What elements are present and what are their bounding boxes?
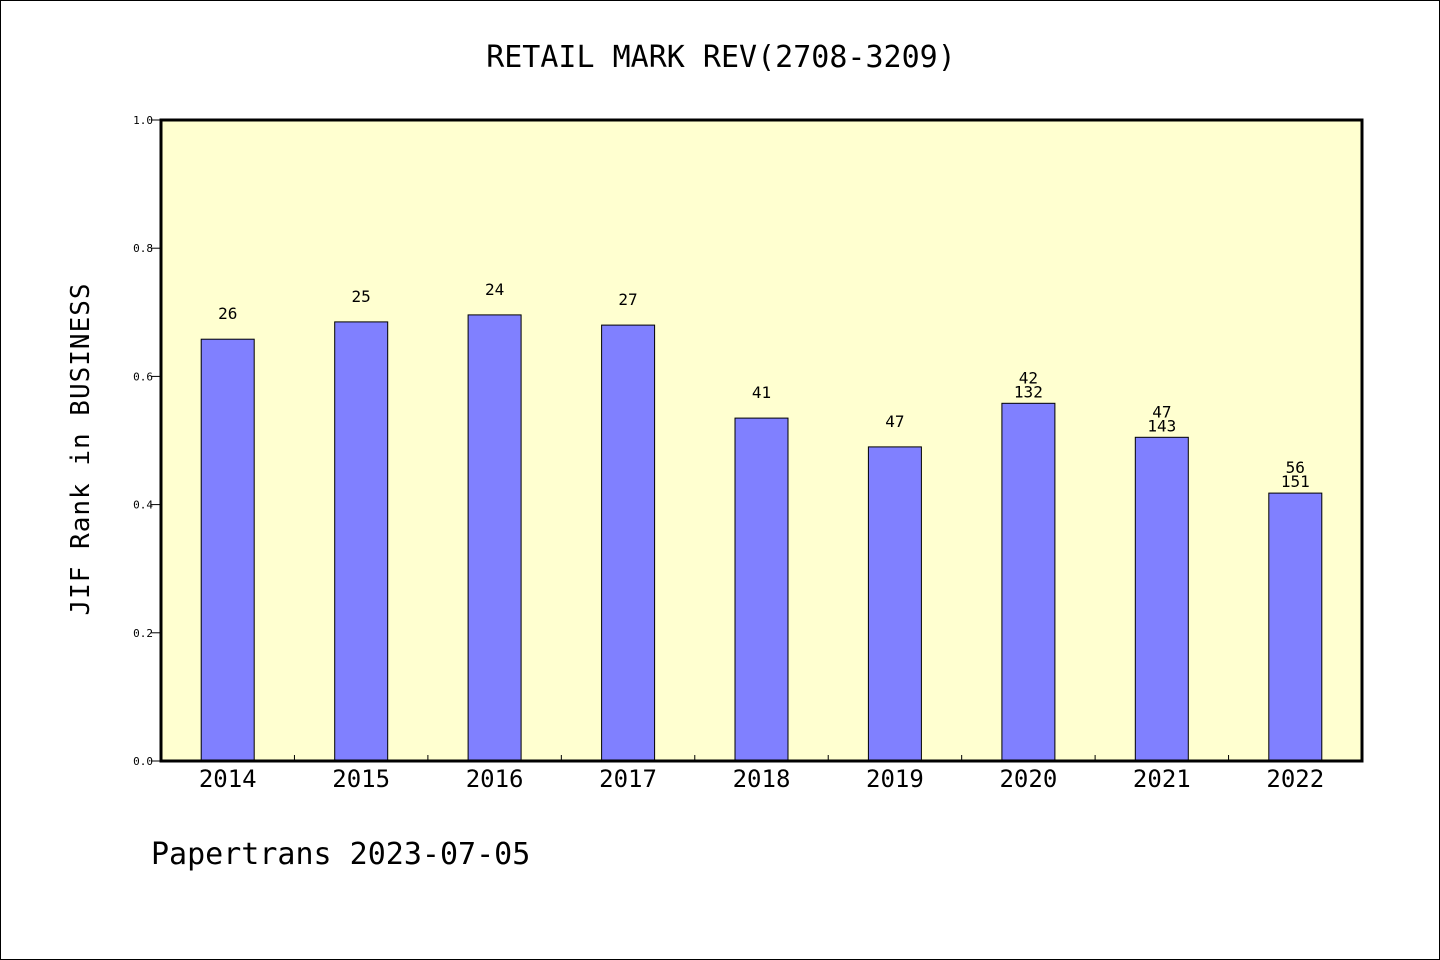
data-label: 42 <box>1019 368 1038 387</box>
bar-2022 <box>1268 492 1323 762</box>
bar-2016 <box>467 314 522 762</box>
x-tick-label: 2018 <box>733 765 791 793</box>
bar-2017 <box>601 324 656 762</box>
y-tick-label: 0.0 <box>133 755 153 768</box>
bar-2020 <box>1001 402 1056 762</box>
x-tick-label: 2021 <box>1133 765 1191 793</box>
y-tick-label: 0.4 <box>133 499 153 512</box>
x-tick-label: 2022 <box>1266 765 1324 793</box>
data-label-secondary: 132 <box>1014 382 1043 401</box>
bars-layer <box>200 314 1323 762</box>
data-label: 56 <box>1286 458 1305 477</box>
x-tick-label: 2017 <box>599 765 657 793</box>
x-tick-label: 2016 <box>466 765 524 793</box>
x-tick-label: 2015 <box>332 765 390 793</box>
data-label: 47 <box>885 412 904 431</box>
data-label-secondary: 151 <box>1281 472 1310 491</box>
x-axis: 2014 2015 2016 2017 2018 2019 2020 2021 2022 <box>199 755 1324 793</box>
bar-2019 <box>867 446 922 762</box>
y-tick-label: 1.0 <box>133 114 153 127</box>
data-label: 41 <box>752 383 771 402</box>
y-axis-label: JIF Rank in BUSINESS <box>66 282 96 615</box>
footer-text: Papertrans 2023-07-05 <box>151 837 530 872</box>
y-tick-label: 0.8 <box>133 242 153 255</box>
bar-2014 <box>200 338 255 762</box>
bar-2015 <box>334 321 389 762</box>
data-label: 24 <box>485 280 504 299</box>
data-label: 27 <box>618 290 637 309</box>
bar-2018 <box>734 417 789 762</box>
data-label: 47 <box>1152 402 1171 421</box>
x-tick-label: 2014 <box>199 765 257 793</box>
y-tick-label: 0.6 <box>133 370 153 383</box>
chart-title: RETAIL MARK REV(2708-3209) <box>486 40 956 75</box>
plot-border <box>159 118 1364 763</box>
y-axis: 0.0 0.2 0.4 0.6 0.8 1.0 <box>133 114 161 768</box>
x-tick-label: 2020 <box>999 765 1057 793</box>
bar-2021 <box>1134 436 1189 762</box>
data-label-secondary: 143 <box>1147 416 1176 435</box>
y-tick-label: 0.2 <box>133 627 153 640</box>
data-label: 26 <box>218 304 237 323</box>
x-tick-label: 2019 <box>866 765 924 793</box>
data-label: 25 <box>352 287 371 306</box>
